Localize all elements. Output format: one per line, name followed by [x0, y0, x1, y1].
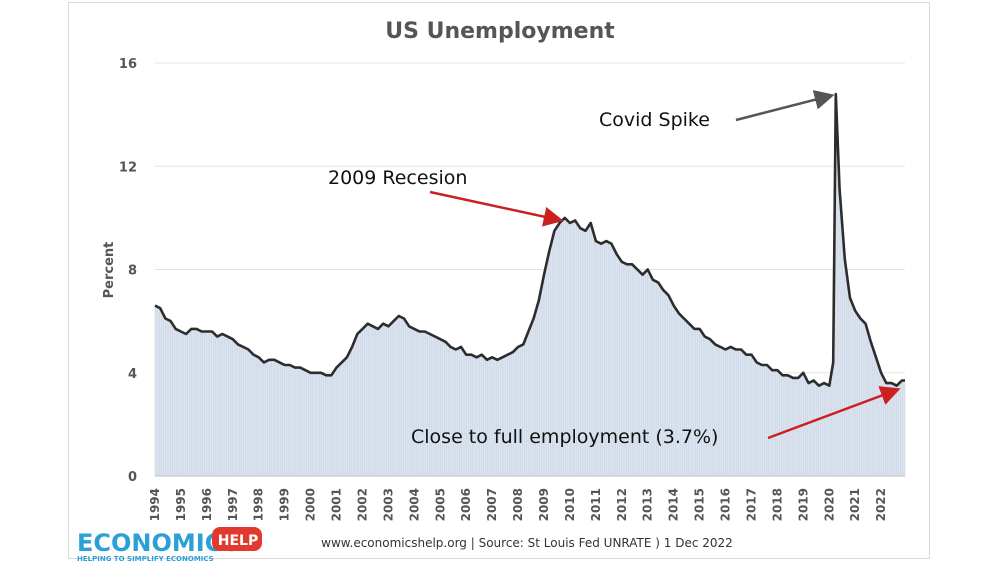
x-tick-label: 2022: [874, 488, 888, 521]
x-tick-label: 1997: [226, 488, 240, 521]
area-hatch: [154, 93, 906, 476]
x-tick-label: 2020: [822, 488, 836, 521]
x-tick-label: 2009: [537, 488, 551, 521]
x-tick-label: 2007: [485, 488, 499, 521]
x-tick-label: 2001: [330, 488, 344, 521]
x-tick-label: 2006: [459, 488, 473, 521]
x-tick-label: 2013: [641, 488, 655, 521]
area-fill: [155, 94, 905, 476]
annotation-text: Close to full employment (3.7%): [411, 426, 718, 448]
x-tick-label: 1999: [278, 488, 292, 521]
annotation-text: 2009 Recesion: [328, 167, 467, 189]
x-tick-label: 2012: [615, 488, 629, 521]
chart-title: US Unemployment: [385, 19, 615, 44]
x-tick-label: 2019: [796, 488, 810, 521]
x-tick-label: 2002: [355, 488, 369, 521]
x-tick-label: 1996: [200, 488, 214, 521]
annotation-arrow: [735, 90, 835, 122]
series-line: [154, 92, 905, 387]
y-tick-label: 12: [119, 160, 137, 175]
y-tick-label: 4: [128, 367, 137, 382]
logo: ECONOMICS HELP HELPING TO SIMPLIFY ECONO…: [77, 527, 262, 563]
x-tick-label: 2018: [770, 488, 784, 521]
x-tick-label: 2005: [433, 488, 447, 521]
x-tick-label: 2000: [304, 488, 318, 521]
x-tick-label: 2010: [563, 488, 577, 521]
x-tick-label: 1994: [148, 488, 162, 521]
x-tick-label: 2017: [744, 488, 758, 521]
y-tick-label: 8: [128, 264, 137, 279]
y-axis-label: Percent: [102, 242, 117, 299]
logo-badge: [212, 527, 262, 551]
annotation-arrow: [429, 190, 564, 227]
y-tick-label: 16: [119, 57, 137, 72]
x-tick-label: 2004: [407, 488, 421, 521]
x-tick-label: 2014: [667, 488, 681, 521]
y-tick-label: 0: [128, 470, 137, 485]
x-tick-label: 2003: [381, 488, 395, 521]
x-tick-label: 2008: [511, 488, 525, 521]
x-tick-label: 2021: [848, 488, 862, 521]
x-tick-label: 2015: [693, 488, 707, 521]
x-tick-label: 1995: [174, 488, 188, 521]
x-tick-label: 2016: [719, 488, 733, 521]
annotation-text: Covid Spike: [599, 109, 710, 131]
x-tick-label: 1998: [252, 488, 266, 521]
x-tick-label: 2011: [589, 488, 603, 521]
logo-tagline: HELPING TO SIMPLIFY ECONOMICS: [77, 555, 214, 563]
logo-badge-text: HELP: [218, 533, 258, 549]
source-note: www.economicshelp.org | Source: St Louis…: [321, 536, 733, 550]
annotation-arrow: [767, 386, 901, 440]
